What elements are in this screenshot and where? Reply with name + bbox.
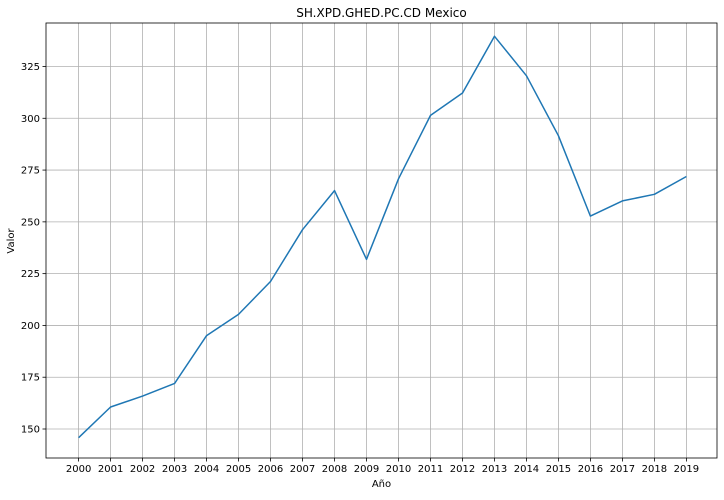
x-tick-label: 2009	[354, 464, 379, 475]
x-tick-label: 2003	[162, 464, 187, 475]
x-tick-label: 2006	[258, 464, 283, 475]
x-tick-label: 2011	[418, 464, 443, 475]
y-tick-label: 175	[21, 373, 40, 384]
y-axis-label: Valor	[6, 228, 17, 254]
x-tick-label: 2016	[578, 464, 603, 475]
x-tick-label: 2001	[98, 464, 123, 475]
x-tick-label: 2014	[514, 464, 539, 475]
y-tick-label: 300	[21, 114, 40, 125]
x-tick-label: 2015	[546, 464, 571, 475]
x-tick-label: 2007	[290, 464, 315, 475]
y-tick-label: 150	[21, 425, 40, 436]
x-tick-label: 2000	[66, 464, 91, 475]
y-tick-label: 325	[21, 62, 40, 73]
x-tick-label: 2017	[610, 464, 635, 475]
y-tick-label: 275	[21, 166, 40, 177]
x-tick-label: 2010	[386, 464, 411, 475]
y-tick-label: 200	[21, 321, 40, 332]
y-tick-label: 250	[21, 217, 40, 228]
x-tick-label: 2008	[322, 464, 347, 475]
x-tick-label: 2018	[642, 464, 667, 475]
x-tick-label: 2002	[130, 464, 155, 475]
x-tick-label: 2005	[226, 464, 251, 475]
x-tick-label: 2012	[450, 464, 475, 475]
x-tick-label: 2013	[482, 464, 507, 475]
chart-title: SH.XPD.GHED.PC.CD Mexico	[296, 6, 466, 20]
x-tick-label: 2019	[674, 464, 699, 475]
x-axis-label: Año	[372, 479, 391, 490]
y-tick-label: 225	[21, 269, 40, 280]
x-tick-label: 2004	[194, 464, 219, 475]
